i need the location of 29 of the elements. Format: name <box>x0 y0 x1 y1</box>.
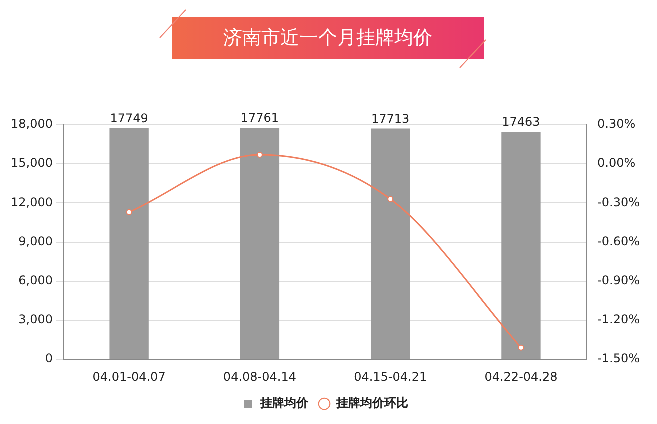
legend-label: 挂牌均价环比 <box>336 396 408 410</box>
x-tick-label: 04.08-04.14 <box>223 370 296 384</box>
y2-tick-label: -0.60% <box>598 234 640 248</box>
y-tick-label: 12,000 <box>10 195 53 210</box>
chart-title: 济南市近一个月挂牌均价 <box>172 17 484 59</box>
y-tick-label: 6,000 <box>18 274 53 288</box>
y2-tick-label: -1.20% <box>598 312 640 327</box>
y-tick-label: 0 <box>45 352 53 366</box>
y2-tick-label: -0.90% <box>598 274 640 288</box>
point <box>126 209 132 216</box>
data-label: 17463 <box>502 115 540 130</box>
x-tick-label: 04.22-04.28 <box>484 370 558 384</box>
x-tick-label: 04.15-04.21 <box>354 370 428 384</box>
y2-tick-label: 0.30% <box>598 117 636 132</box>
point <box>518 344 524 351</box>
data-label: 17761 <box>240 111 280 126</box>
x-tick-label: 04.01-04.07 <box>92 370 166 384</box>
y2-tick-label: -0.30% <box>598 195 640 210</box>
point <box>388 196 394 202</box>
y-tick-label: 18,000 <box>10 117 53 132</box>
y-tick-label: 9,000 <box>18 234 53 248</box>
y-tick-label: 15,000 <box>10 156 53 170</box>
legend-label: 挂牌均价 <box>260 396 310 410</box>
data-label: 17713 <box>371 112 410 126</box>
point <box>256 152 263 158</box>
y-tick-label: 3,000 <box>18 312 53 327</box>
data-label: 17749 <box>110 111 148 126</box>
y2-tick-label: 0.00% <box>598 156 636 170</box>
y2-tick-label: -1.50% <box>598 352 640 366</box>
